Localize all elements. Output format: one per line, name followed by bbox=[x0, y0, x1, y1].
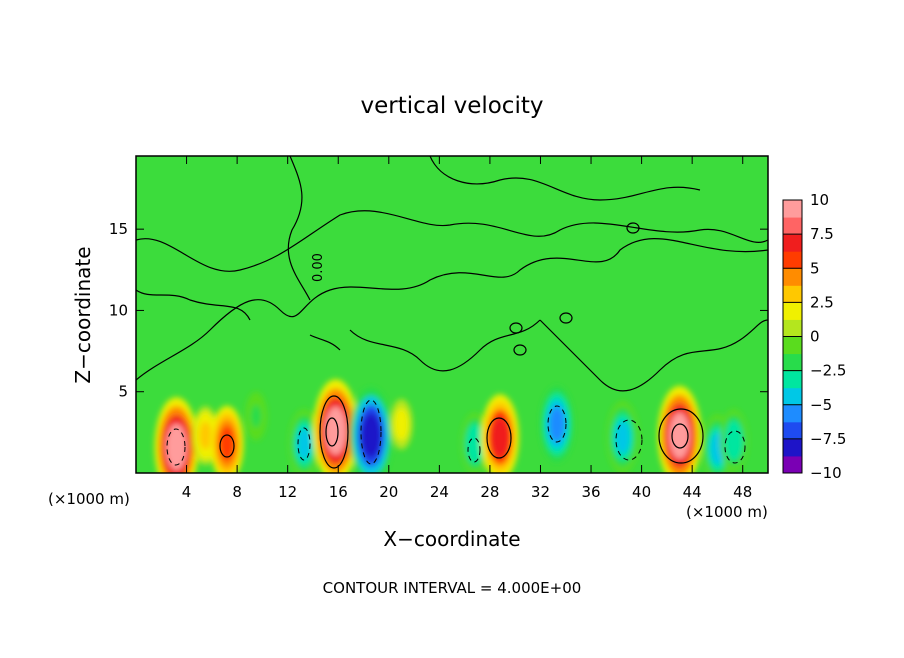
contour-line bbox=[539, 319, 768, 392]
velocity-cell-1-level-3 bbox=[199, 421, 212, 450]
x-tick-label: 28 bbox=[480, 483, 499, 501]
velocity-cell-14-level-3 bbox=[727, 425, 741, 456]
velocity-cell-2-level-3 bbox=[219, 425, 235, 462]
velocity-cell-10-level-3 bbox=[549, 406, 565, 443]
colorbar-tick-label: −2.5 bbox=[810, 362, 846, 380]
colorbar-swatch bbox=[783, 438, 802, 457]
x-tick-label: 36 bbox=[581, 483, 600, 501]
contour-ellipse bbox=[671, 423, 689, 449]
contour-lines bbox=[136, 156, 768, 392]
x-tick-label: 8 bbox=[232, 483, 242, 501]
colorbar-swatch bbox=[783, 353, 802, 372]
colorbar-swatch bbox=[783, 370, 802, 389]
dashed-contours bbox=[166, 399, 746, 466]
velocity-cell-3-level-3 bbox=[251, 404, 262, 428]
velocity-cell-11-level-3 bbox=[615, 420, 631, 455]
colorbar-swatch bbox=[783, 387, 802, 406]
x-tick-label: 12 bbox=[278, 483, 297, 501]
colorbar-swatch bbox=[783, 285, 802, 303]
contour-ellipse bbox=[486, 417, 512, 459]
colorbar-tick-label: −7.5 bbox=[810, 430, 846, 448]
plot-frame bbox=[135, 155, 769, 474]
colorbar-swatch bbox=[783, 404, 802, 423]
x-tick-label: 48 bbox=[733, 483, 752, 501]
x-tick-label: 24 bbox=[430, 483, 449, 501]
colorbar-tick-label: 0 bbox=[810, 328, 820, 346]
velocity-cell-5-level-3 bbox=[325, 406, 347, 455]
contour-label: 0.00 bbox=[311, 253, 326, 282]
colorbar-swatch bbox=[783, 234, 802, 252]
contour-line bbox=[349, 319, 541, 372]
x-tick-label: 32 bbox=[531, 483, 550, 501]
velocity-cell-7-level-3 bbox=[396, 412, 407, 437]
x-axis-ticks: 4 8 12 16 20 24 28 32 36 40 44 48 bbox=[182, 156, 752, 501]
velocity-cell-4-level-3 bbox=[296, 427, 312, 460]
contour-interval: CONTOUR INTERVAL = 4.000E+00 bbox=[323, 579, 582, 597]
negative-contour bbox=[297, 427, 311, 461]
plot-area: 0.00 bbox=[136, 156, 768, 473]
contour-line bbox=[136, 238, 768, 381]
contour-ellipses bbox=[219, 222, 704, 469]
colorbar-swatch bbox=[783, 302, 802, 320]
contour-ellipse bbox=[509, 322, 523, 334]
contour-line bbox=[309, 334, 341, 351]
x-tick-label: 44 bbox=[683, 483, 702, 501]
x-unit-right: (×1000 m) bbox=[686, 503, 768, 521]
x-tick-label: 16 bbox=[329, 483, 348, 501]
y-axis-ticks: 5 10 15 bbox=[109, 220, 768, 401]
velocity-cell-12-level-3 bbox=[669, 412, 690, 460]
colorbar-tick-label: 5 bbox=[810, 259, 820, 277]
x-tick-label: 40 bbox=[632, 483, 651, 501]
y-tick-label: 15 bbox=[109, 220, 128, 238]
x-tick-label: 4 bbox=[182, 483, 192, 501]
velocity-cell-0-level-3 bbox=[166, 423, 187, 471]
colorbar-tick-label: 10 bbox=[810, 191, 829, 209]
y-axis-label: Z−coordinate bbox=[71, 246, 95, 383]
colorbar-swatch bbox=[783, 217, 802, 235]
contour-ellipse bbox=[658, 408, 704, 464]
colorbar-tick-label: −10 bbox=[810, 464, 842, 482]
x-tick-label: 20 bbox=[379, 483, 398, 501]
colorbar: 10 7.5 5 2.5 0 −2.5 −5 −7.5 −10 bbox=[782, 191, 846, 482]
velocity-cell-9-level-3 bbox=[491, 417, 509, 458]
velocity-cell-8-level-3 bbox=[468, 429, 482, 459]
y-tick-label: 5 bbox=[118, 383, 128, 401]
contour-line bbox=[136, 289, 251, 321]
contour-line bbox=[136, 210, 768, 272]
contour-line bbox=[287, 156, 311, 301]
negative-contour bbox=[166, 428, 186, 466]
y-tick-label: 10 bbox=[109, 301, 128, 319]
chart-title: vertical velocity bbox=[361, 93, 544, 119]
colorbar-swatch bbox=[783, 251, 802, 269]
colorbar-swatch bbox=[783, 336, 802, 355]
colorbar-tick-label: 7.5 bbox=[810, 225, 834, 243]
colorbar-swatch bbox=[783, 421, 802, 440]
contour-ellipse bbox=[219, 434, 235, 458]
colorbar-swatch bbox=[783, 455, 802, 474]
velocity-cell-6-level-3 bbox=[361, 413, 382, 459]
colorbar-swatch bbox=[783, 268, 802, 286]
negative-contour bbox=[360, 399, 382, 465]
contour-ellipse bbox=[325, 417, 339, 447]
negative-contour bbox=[724, 430, 746, 464]
contour-line bbox=[429, 156, 701, 201]
x-unit-left: (×1000 m) bbox=[48, 490, 130, 508]
x-axis-label: X−coordinate bbox=[383, 527, 520, 551]
colorbar-swatch bbox=[783, 319, 802, 337]
contour-ellipse bbox=[626, 222, 640, 234]
contour-ellipse bbox=[319, 395, 349, 469]
negative-contour bbox=[467, 437, 481, 463]
colorbar-swatch bbox=[783, 200, 802, 218]
colorbar-tick-label: 2.5 bbox=[810, 293, 834, 311]
negative-contour bbox=[547, 405, 567, 443]
contour-ellipse bbox=[513, 344, 527, 356]
contour-ellipse bbox=[559, 312, 573, 324]
negative-contour bbox=[615, 419, 643, 461]
colorbar-tick-label: −5 bbox=[810, 396, 832, 414]
